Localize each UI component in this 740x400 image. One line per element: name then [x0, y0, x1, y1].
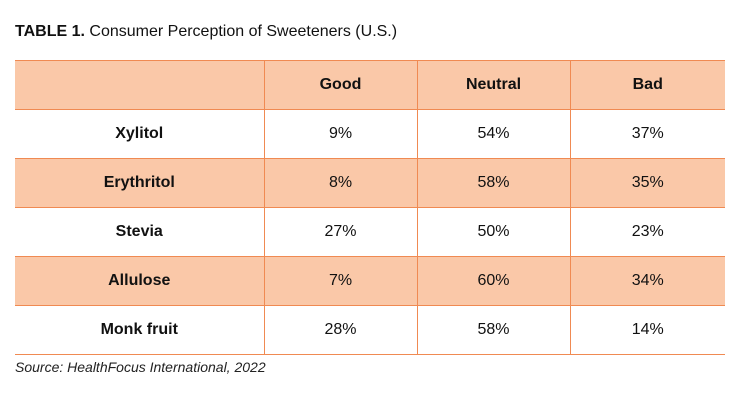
source-note: Source: HealthFocus International, 2022 — [15, 359, 266, 375]
table-cell: 9% — [263, 109, 417, 159]
table-cell: 35% — [569, 158, 725, 208]
table-cell: 37% — [569, 109, 725, 159]
table-row: Erythritol 8% 58% 35% — [15, 158, 725, 208]
table-cell: 34% — [569, 256, 725, 306]
table-cell: 60% — [416, 256, 570, 306]
table-cell: 50% — [416, 207, 570, 257]
row-label: Xylitol — [15, 109, 264, 159]
table-cell: 14% — [569, 305, 725, 355]
sweetener-perception-table: Good Neutral Bad Xylitol 9% 54% 37% Eryt… — [15, 60, 725, 355]
table-row: Allulose 7% 60% 34% — [15, 256, 725, 306]
header-corner — [15, 60, 264, 110]
table-title-text: Consumer Perception of Sweeteners (U.S.) — [89, 23, 398, 40]
table-cell: 7% — [263, 256, 417, 306]
column-header: Good — [263, 60, 417, 110]
table-cell: 27% — [263, 207, 417, 257]
column-header: Neutral — [416, 60, 570, 110]
table-title-label: TABLE 1. — [15, 23, 85, 40]
table-cell: 58% — [416, 305, 570, 355]
header-row: Good Neutral Bad — [15, 60, 725, 110]
row-label: Monk fruit — [15, 305, 264, 355]
table-row: Monk fruit 28% 58% 14% — [15, 305, 725, 355]
table-cell: 23% — [569, 207, 725, 257]
table-title: TABLE 1. Consumer Perception of Sweetene… — [15, 22, 397, 42]
table-row: Stevia 27% 50% 23% — [15, 207, 725, 257]
table-cell: 28% — [263, 305, 417, 355]
row-label: Allulose — [15, 256, 264, 306]
table-cell: 54% — [416, 109, 570, 159]
column-header: Bad — [569, 60, 725, 110]
row-label: Erythritol — [15, 158, 264, 208]
table-row: Xylitol 9% 54% 37% — [15, 109, 725, 159]
table-cell: 58% — [416, 158, 570, 208]
row-label: Stevia — [15, 207, 264, 257]
table-cell: 8% — [263, 158, 417, 208]
